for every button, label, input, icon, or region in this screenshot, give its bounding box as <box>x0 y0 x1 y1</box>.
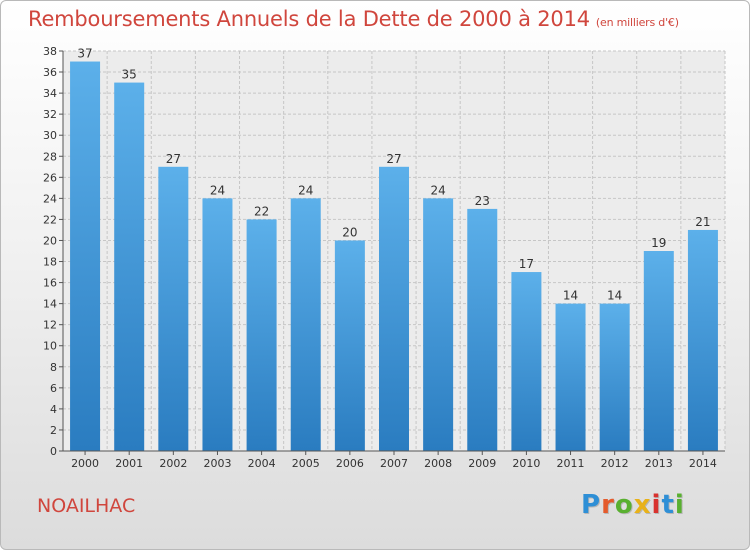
bar <box>246 219 277 451</box>
x-tick-label: 2000 <box>71 457 99 470</box>
data-label: 21 <box>695 215 710 229</box>
bar <box>643 251 674 451</box>
proxiti-logo: Proxiti <box>581 490 685 520</box>
x-tick-label: 2008 <box>424 457 452 470</box>
y-tick-label: 36 <box>43 66 57 79</box>
x-tick-label: 2007 <box>380 457 408 470</box>
data-label: 24 <box>210 183 225 197</box>
y-tick-label: 32 <box>43 108 57 121</box>
y-tick-label: 26 <box>43 171 57 184</box>
bar <box>290 198 321 451</box>
y-tick-label: 12 <box>43 319 57 332</box>
data-label: 27 <box>386 152 401 166</box>
x-tick-label: 2012 <box>601 457 629 470</box>
bar <box>423 198 454 451</box>
logo-letter: P <box>581 490 602 520</box>
x-tick-label: 2004 <box>248 457 276 470</box>
logo-letter: i <box>674 490 685 520</box>
chart-title: Remboursements Annuels de la Dette de 20… <box>28 7 679 31</box>
bar <box>379 166 409 451</box>
bar <box>555 303 586 451</box>
bar <box>334 240 365 451</box>
x-tick-label: 2009 <box>468 457 496 470</box>
bar <box>158 166 189 451</box>
y-tick-label: 20 <box>43 234 57 247</box>
data-label: 14 <box>563 289 578 303</box>
y-tick-label: 10 <box>43 340 57 353</box>
y-tick-label: 14 <box>43 298 57 311</box>
data-label: 20 <box>342 225 357 239</box>
bar <box>687 229 718 451</box>
data-labels: 37 35 27 24 22 24 20 27 24 23 17 14 14 19 21 <box>77 47 710 303</box>
y-tick-label: 6 <box>50 382 57 395</box>
y-tick-label: 16 <box>43 277 57 290</box>
y-tick-label: 2 <box>50 424 57 437</box>
y-tick-label: 18 <box>43 256 57 269</box>
bar <box>70 61 101 452</box>
data-label: 37 <box>77 47 92 61</box>
x-tick-label: 2005 <box>292 457 320 470</box>
y-tick-label: 34 <box>43 87 57 100</box>
chart-subtitle: (en milliers d'€) <box>595 16 679 29</box>
data-label: 14 <box>607 289 622 303</box>
logo-letter: o <box>614 490 634 520</box>
y-tick-label: 28 <box>43 150 57 163</box>
y-tick-label: 30 <box>43 129 57 142</box>
bar <box>114 82 145 451</box>
x-tick-label: 2013 <box>645 457 673 470</box>
logo-letter: r <box>601 490 615 520</box>
x-tick-label: 2002 <box>159 457 187 470</box>
data-label: 23 <box>475 194 490 208</box>
data-label: 24 <box>298 183 313 197</box>
bars <box>70 61 718 452</box>
bar <box>511 272 542 451</box>
bar <box>599 303 630 451</box>
data-label: 19 <box>651 236 666 250</box>
x-tick-label: 2014 <box>689 457 717 470</box>
bar <box>202 198 233 451</box>
x-tick-label: 2003 <box>203 457 231 470</box>
x-tick-label: 2011 <box>557 457 585 470</box>
logo-letter: i <box>651 490 662 520</box>
data-label: 22 <box>254 204 269 218</box>
y-tick-label: 8 <box>50 361 57 374</box>
commune-name: NOAILHAC <box>37 495 136 517</box>
y-tick-label: 38 <box>43 45 57 58</box>
chart-title-text: Remboursements Annuels de la Dette de 20… <box>28 7 590 31</box>
y-tick-label: 0 <box>50 445 57 458</box>
logo-letter: x <box>633 490 652 520</box>
data-label: 27 <box>166 152 181 166</box>
data-label: 17 <box>519 257 534 271</box>
x-tick-label: 2001 <box>115 457 143 470</box>
y-tick-label: 22 <box>43 213 57 226</box>
logo-letter: t <box>661 490 675 520</box>
x-tick-label: 2010 <box>512 457 540 470</box>
y-tick-label: 24 <box>43 192 57 205</box>
data-label: 24 <box>430 183 445 197</box>
x-tick-label: 2006 <box>336 457 364 470</box>
data-label: 35 <box>122 68 137 82</box>
bar <box>467 208 498 451</box>
y-tick-label: 4 <box>50 403 57 416</box>
